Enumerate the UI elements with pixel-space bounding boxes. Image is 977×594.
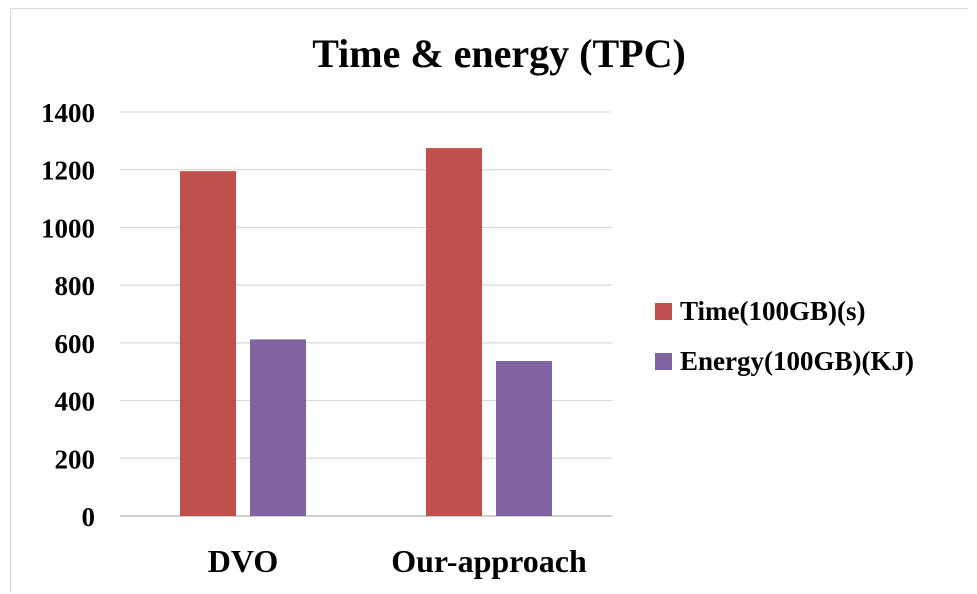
x-axis-categories: DVO Our-approach bbox=[208, 543, 587, 579]
chart-frame bbox=[10, 8, 968, 592]
legend-label: Energy(100GB)(KJ) bbox=[680, 346, 914, 376]
x-category-label: Our-approach bbox=[391, 543, 587, 579]
y-tick-label: 200 bbox=[55, 444, 96, 474]
bar-time bbox=[180, 171, 236, 516]
legend-swatch bbox=[655, 303, 672, 320]
legend: Time(100GB)(s) Energy(100GB)(KJ) bbox=[655, 296, 914, 376]
bar-time bbox=[426, 148, 482, 517]
y-tick-label: 1400 bbox=[41, 98, 95, 128]
y-axis-ticks: 0 200 400 600 800 1000 1200 1400 bbox=[41, 98, 95, 532]
y-tick-label: 800 bbox=[55, 271, 96, 301]
y-tick-label: 400 bbox=[55, 387, 96, 417]
bar-energy bbox=[250, 339, 306, 516]
y-tick-label: 1000 bbox=[41, 213, 95, 243]
y-tick-label: 0 bbox=[82, 502, 96, 532]
chart-title: Time & energy (TPC) bbox=[312, 31, 686, 76]
legend-label: Time(100GB)(s) bbox=[680, 296, 865, 326]
bars bbox=[180, 148, 552, 517]
y-tick-label: 600 bbox=[55, 329, 96, 359]
bar-energy bbox=[496, 361, 552, 516]
y-tick-label: 1200 bbox=[41, 156, 95, 186]
x-category-label: DVO bbox=[208, 543, 278, 579]
legend-swatch bbox=[655, 353, 672, 370]
